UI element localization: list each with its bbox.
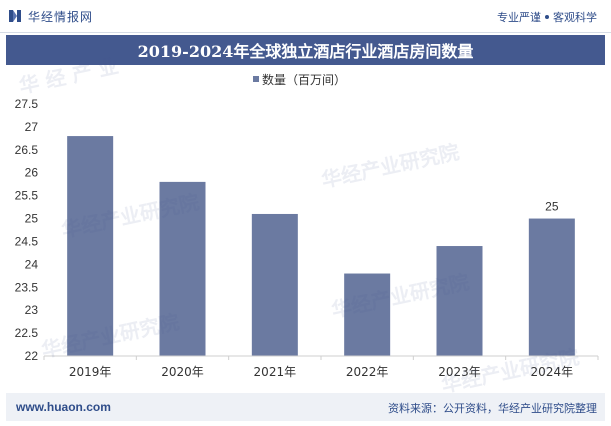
y-tick-label: 25 [25,212,39,226]
tagline: 专业严谨 客观科学 [497,9,597,25]
y-tick-label: 22 [25,349,39,363]
x-tick-label: 2019年 [69,365,112,379]
bar-3 [251,213,298,356]
bar-6 [528,218,575,356]
chart-title-bar: 2019-2024年全球独立酒店行业酒店房间数量 [6,35,605,65]
x-axis: 2019年 2020年 2021年 2022年 2023年 2024年 [43,355,599,379]
legend-label: 数量（百万间） [262,72,346,87]
bar-2 [159,181,206,356]
brand-logo-icon [9,10,21,22]
y-tick-label: 24 [25,257,39,271]
chart-title: 2019-2024年全球独立酒店行业酒店房间数量 [137,42,474,61]
bar-4 [344,273,391,356]
y-axis: 22 22.5 23 23.5 24 24.5 25 25.5 26 26.5 27 27.5 [15,97,39,363]
data-labels: 25 [545,200,559,214]
bars [67,136,575,356]
y-tick-label: 26.5 [15,143,39,157]
x-tick-label: 2020年 [161,365,204,379]
brand: 华经情报网 [8,8,93,24]
y-tick-label: 23 [25,303,39,317]
legend-swatch [253,76,259,82]
tagline-left: 专业严谨 [497,11,541,24]
data-label: 25 [545,200,559,214]
x-tick-label: 2023年 [438,365,481,379]
bullet-dot-icon [545,15,549,19]
bar-5 [436,246,483,356]
top-header: 华经情报网 专业严谨 客观科学 [0,0,611,33]
y-tick-label: 26 [25,166,39,180]
x-tick-label: 2022年 [346,365,389,379]
footer: www.huaon.com 资料来源：公开资料，华经产业研究院整理 [6,393,605,421]
x-tick-label: 2024年 [531,365,574,379]
chart-legend: 数量（百万间） [253,72,346,87]
y-tick-label: 22.5 [15,326,39,340]
bar-1 [67,136,114,356]
y-tick-label: 23.5 [15,280,39,294]
tagline-right: 客观科学 [553,11,597,24]
y-tick-label: 27 [25,120,39,134]
website-link[interactable]: www.huaon.com [16,400,111,414]
y-tick-label: 27.5 [15,97,39,111]
source-note: 资料来源：公开资料，华经产业研究院整理 [388,402,597,415]
brand-name: 华经情报网 [28,9,94,24]
x-tick-label: 2021年 [254,365,297,379]
y-tick-label: 24.5 [15,234,39,248]
y-tick-label: 25.5 [15,189,39,203]
